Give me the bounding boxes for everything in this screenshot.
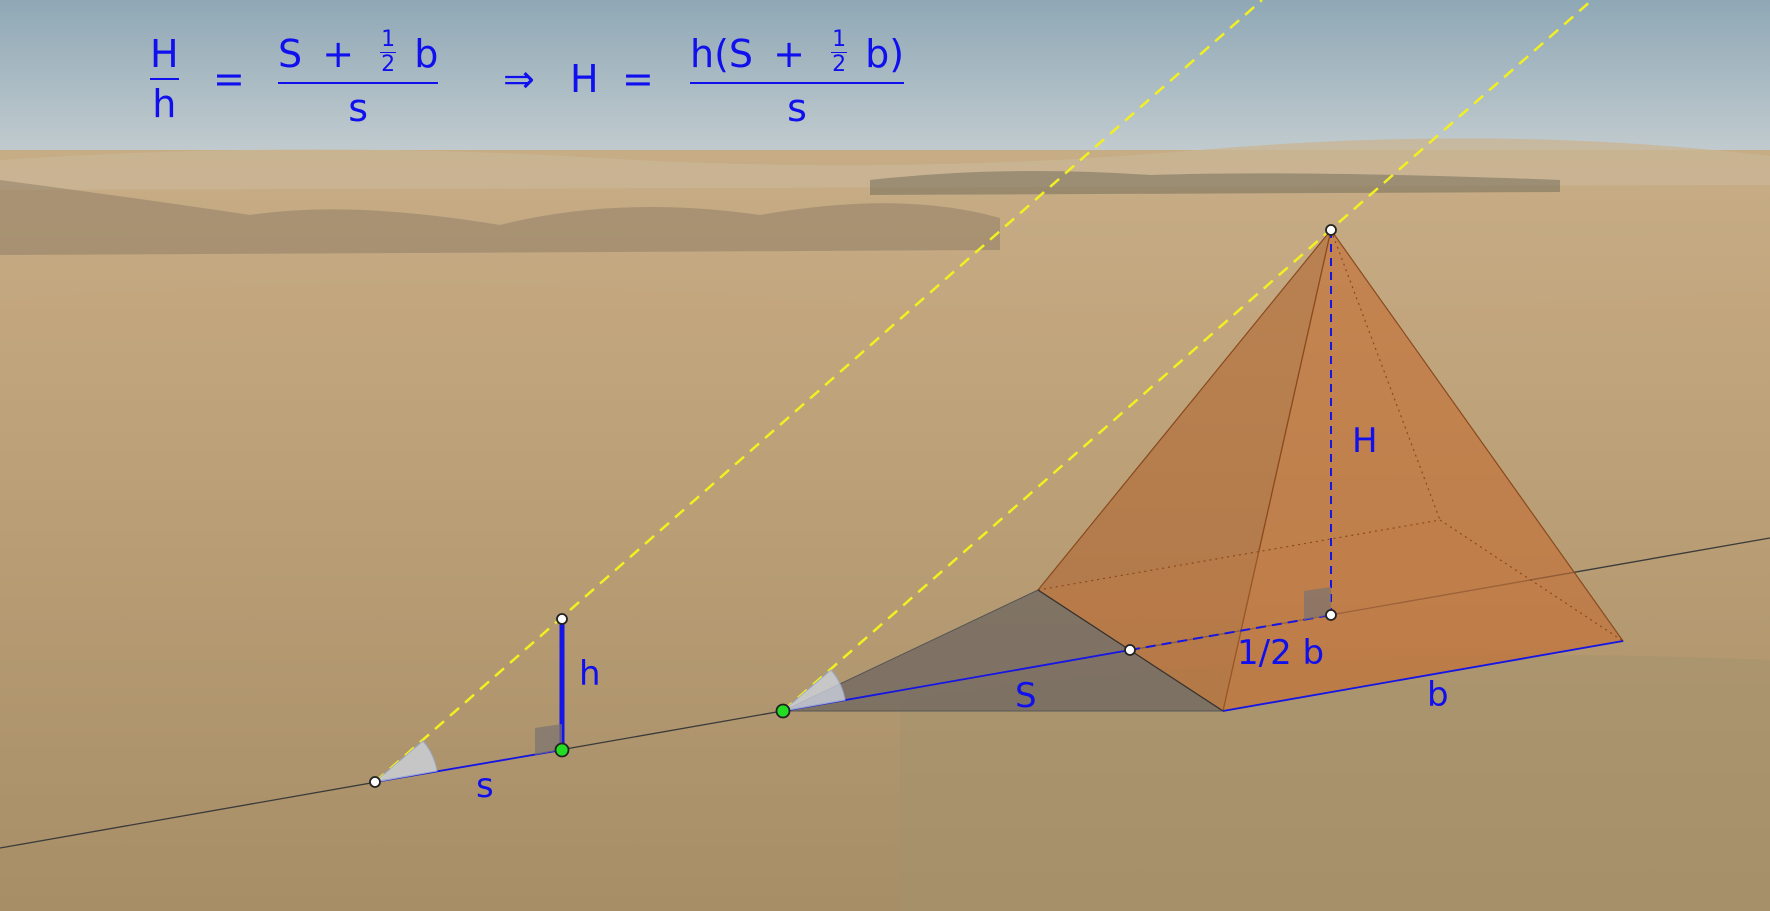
point-base-center[interactable] <box>1325 609 1337 621</box>
formula-right-plus: + <box>773 32 805 76</box>
fraction-H-over-h: H h <box>150 32 179 126</box>
formula-right-num-b: b) <box>865 32 905 76</box>
angle-pyramid <box>781 669 846 712</box>
label-S: S <box>1015 676 1037 716</box>
half-bar <box>831 51 848 54</box>
formula-mid-num: S + 1 2 b <box>278 26 439 80</box>
formula-left-den: h <box>152 82 177 126</box>
pyramid-hidden-base-edge-back <box>1037 519 1441 591</box>
fraction-bar <box>150 78 179 80</box>
formula-mid-den: s <box>348 86 369 131</box>
pyramid-hidden-edge <box>1330 229 1441 521</box>
sky <box>0 0 1770 160</box>
pyramid-hidden-base-edge-right <box>1439 519 1624 642</box>
fraction-bar <box>278 82 439 85</box>
formula-right-half-num: 1 <box>832 26 847 52</box>
sun-ray-stick <box>374 0 1263 783</box>
fraction-hS-plus-half-b-over-s: h(S + 1 2 b) s <box>690 26 905 131</box>
formula-right-half: 1 2 <box>831 26 848 78</box>
right-angle-H <box>1304 587 1331 620</box>
formula-right-den: s <box>787 86 807 131</box>
formula-mid-num-S: S <box>278 32 303 76</box>
formula-right-half-den: 2 <box>832 52 847 78</box>
label-H: H <box>1352 421 1378 461</box>
label-h: h <box>579 654 601 694</box>
segment-b <box>1222 640 1624 712</box>
formula-H: H <box>570 57 599 101</box>
formula-mid-num-b: b <box>414 32 439 76</box>
point-stick-shadow-tip[interactable] <box>369 776 381 788</box>
point-pyramid-shadow-tip[interactable] <box>775 703 791 719</box>
point-base-edge-mid[interactable] <box>1124 644 1136 656</box>
formula-right-num: h(S + 1 2 b) <box>690 26 905 80</box>
formula-half-den: 2 <box>381 52 396 78</box>
point-stick-base[interactable] <box>554 742 570 758</box>
formula-equals-2: = <box>622 57 654 101</box>
formula-implies: ⇒ <box>503 57 535 101</box>
foreground-slope <box>900 655 1770 911</box>
formula-right-num-hS: h(S <box>690 32 754 76</box>
dark-ridge <box>0 180 1000 255</box>
angle-stick <box>373 740 438 783</box>
fraction-S-plus-half-b-over-s: S + 1 2 b s <box>278 26 439 131</box>
formula-half-num: 1 <box>381 26 396 52</box>
half-bar <box>380 51 397 54</box>
point-apex[interactable] <box>1325 224 1337 236</box>
segment-half-b <box>1129 614 1332 651</box>
point-stick-top[interactable] <box>556 613 568 625</box>
formula-mid-half: 1 2 <box>380 26 397 78</box>
tree-line <box>870 171 1560 195</box>
label-b: b <box>1427 675 1449 715</box>
formula-left-num: H <box>150 32 179 76</box>
label-s: s <box>476 766 494 806</box>
formula-equals: = <box>213 57 245 101</box>
fraction-bar <box>690 82 905 85</box>
label-half-b: 1/2 b <box>1237 633 1325 673</box>
formula-mid-plus: + <box>322 32 355 76</box>
